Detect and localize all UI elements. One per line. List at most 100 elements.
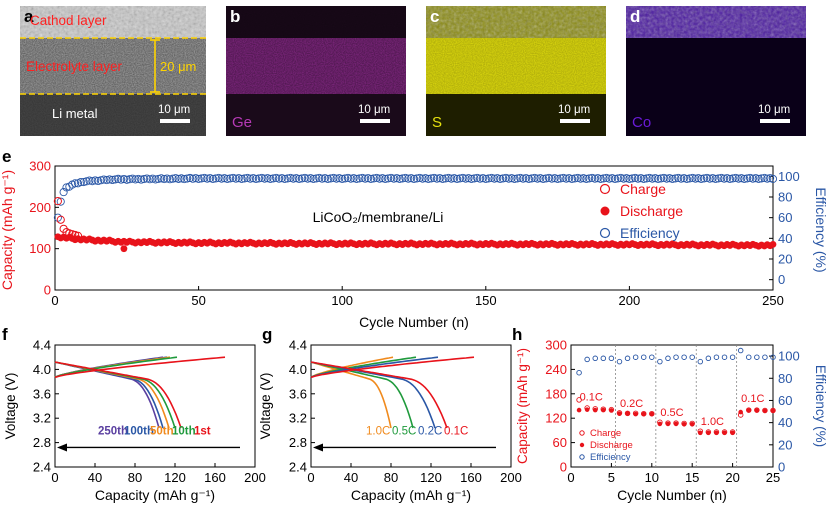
efficiency-point — [605, 174, 614, 183]
ylabel-h: Capacity (mAh g⁻¹) — [515, 348, 530, 464]
scalebar-c — [560, 119, 590, 123]
efficiency-point — [418, 174, 427, 183]
efficiency-point — [303, 174, 312, 183]
legend-label-discharge: Discharge — [620, 203, 683, 219]
discharge-point — [657, 421, 663, 427]
efficiency-point — [642, 174, 651, 183]
series-label: 1st — [194, 426, 211, 438]
efficiency-point — [592, 355, 598, 362]
x-tick-label: 200 — [244, 470, 266, 485]
efficiency-point — [355, 174, 364, 183]
efficiency-point — [171, 174, 180, 183]
y-tick-label: 240 — [545, 362, 567, 377]
efficiency-point — [476, 174, 485, 183]
x-tick-label: 160 — [204, 470, 226, 485]
efficiency-point — [763, 174, 772, 183]
discharge-point — [592, 407, 598, 413]
discharge-point — [625, 411, 630, 417]
panel-c: c S 10 μm — [426, 6, 606, 136]
efficiency-point — [341, 174, 350, 183]
efficiency-point — [154, 174, 163, 183]
legend-marker-discharge-h — [579, 442, 585, 448]
panel-label-c: c — [430, 7, 439, 26]
efficiency-point — [223, 174, 232, 183]
charge-point — [576, 397, 582, 403]
y-tick-label: 200 — [29, 200, 51, 215]
efficiency-point — [657, 358, 663, 365]
scalebar-b — [360, 119, 390, 123]
discharge-curve — [310, 361, 392, 429]
efficiency-point — [524, 174, 533, 183]
y-tick-label: 4.0 — [33, 362, 51, 377]
efficiency-point — [361, 174, 370, 183]
legend-label-efficiency-h: Efficiency — [590, 452, 631, 463]
x-tick-label: 0 — [307, 470, 314, 485]
panel-label-f: f — [2, 325, 8, 344]
y2-tick-label: 100 — [778, 349, 800, 364]
plot-frame-e — [54, 165, 774, 291]
rate-label: 0.5C — [660, 407, 683, 419]
efficiency-point — [369, 174, 378, 183]
y-tick-label: 60 — [553, 435, 567, 450]
efficiency-point — [596, 174, 605, 183]
x-tick-label: 15 — [685, 470, 699, 485]
discharge-point — [730, 430, 735, 436]
efficiency-point — [188, 174, 197, 183]
efficiency-point — [128, 174, 137, 183]
efficiency-point — [142, 174, 151, 183]
x-tick-label: 50 — [191, 293, 205, 308]
discharge-point — [706, 430, 711, 436]
efficiency-point — [539, 174, 548, 183]
efficiency-point — [183, 174, 192, 183]
panel-label-e: e — [2, 147, 11, 166]
y-tick-label: 120 — [545, 411, 567, 426]
efficiency-point — [585, 174, 594, 183]
series-label: 0.2C — [418, 426, 442, 438]
efficiency-point — [616, 358, 623, 365]
efficiency-point — [740, 174, 749, 183]
y-tick-label: 3.2 — [289, 411, 307, 426]
efficiency-point — [619, 174, 628, 183]
efficiency-point — [599, 174, 608, 183]
efficiency-point — [754, 174, 763, 183]
discharge-point — [649, 411, 655, 417]
y-tick-label: 0 — [560, 460, 567, 475]
y2-tick-label: 60 — [778, 393, 792, 408]
discharge-point — [633, 411, 638, 417]
series-label: 50th — [150, 426, 174, 438]
efficiency-point — [633, 174, 643, 183]
x-tick-label: 200 — [500, 470, 522, 485]
x-tick-label: 200 — [619, 293, 641, 308]
x-tick-label: 40 — [344, 470, 358, 485]
efficiency-point — [119, 174, 128, 184]
efficiency-point — [251, 174, 261, 183]
efficiency-point — [323, 174, 332, 183]
y-tick-label: 2.8 — [289, 435, 307, 450]
efficiency-point — [151, 175, 160, 184]
efficiency-point — [148, 174, 157, 183]
legend-label-discharge-h: Discharge — [590, 440, 633, 451]
efficiency-point — [576, 369, 582, 376]
efficiency-point — [122, 175, 131, 184]
efficiency-point — [254, 174, 263, 183]
x-tick-label: 25 — [766, 470, 780, 485]
efficiency-point — [157, 174, 166, 183]
efficiency-point — [498, 174, 508, 183]
efficiency-point — [542, 174, 551, 183]
efficiency-point — [584, 356, 590, 363]
y2-tick-label: 60 — [778, 210, 792, 225]
efficiency-point — [266, 174, 275, 183]
efficiency-point — [125, 175, 134, 184]
y-tick-label: 300 — [29, 159, 51, 174]
efficiency-point — [490, 174, 499, 183]
efficiency-point — [352, 174, 361, 183]
legend-marker-discharge — [600, 206, 610, 216]
efficiency-point — [398, 174, 407, 183]
efficiency-point — [111, 175, 120, 184]
y-tick-label: 2.4 — [33, 460, 51, 475]
charge-point — [56, 215, 65, 224]
efficiency-point — [217, 174, 226, 183]
y-tick-label: 300 — [545, 338, 567, 353]
efficiency-point — [389, 174, 398, 183]
ylabel-f: Voltage (V) — [3, 373, 18, 440]
